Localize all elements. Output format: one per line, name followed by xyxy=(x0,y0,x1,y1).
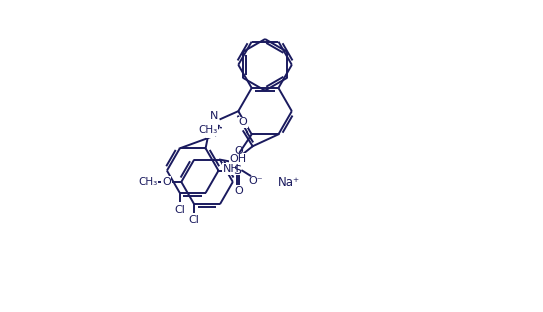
Text: N: N xyxy=(206,127,214,137)
Text: Cl: Cl xyxy=(189,215,200,225)
Text: O: O xyxy=(238,117,247,127)
Text: CH₃: CH₃ xyxy=(198,125,217,135)
Text: S: S xyxy=(233,164,241,177)
Text: CH₃: CH₃ xyxy=(138,177,157,187)
Text: O: O xyxy=(162,177,171,187)
Text: O: O xyxy=(234,146,243,156)
Text: Cl: Cl xyxy=(174,205,185,215)
Text: NH: NH xyxy=(223,164,239,174)
Text: O: O xyxy=(234,187,243,197)
Text: O⁻: O⁻ xyxy=(249,176,263,186)
Text: N: N xyxy=(210,111,219,121)
Text: Na⁺: Na⁺ xyxy=(278,176,300,189)
Text: OH: OH xyxy=(229,154,247,164)
